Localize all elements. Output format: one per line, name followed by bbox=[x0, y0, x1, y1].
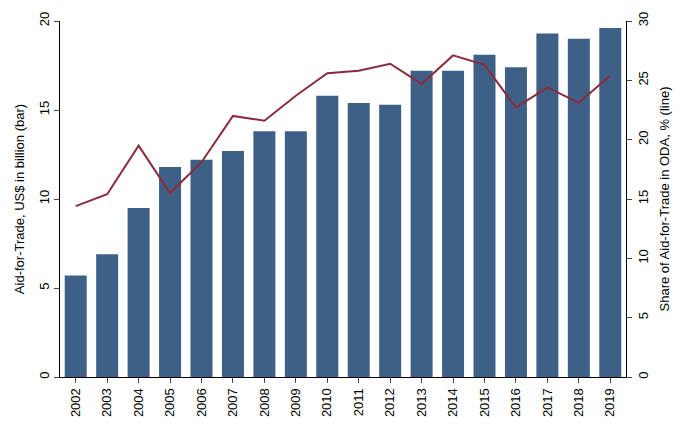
svg-text:2005: 2005 bbox=[162, 388, 177, 417]
svg-text:Share of Aid-for-Trade in ODA,: Share of Aid-for-Trade in ODA, % (line) bbox=[657, 87, 672, 312]
svg-text:2002: 2002 bbox=[68, 388, 83, 417]
svg-text:2019: 2019 bbox=[603, 388, 618, 417]
svg-text:5: 5 bbox=[37, 282, 52, 289]
svg-text:20: 20 bbox=[636, 130, 651, 144]
svg-text:2006: 2006 bbox=[194, 388, 209, 417]
svg-text:Aid-for-Trade, US$ in billion: Aid-for-Trade, US$ in billion (bar) bbox=[12, 104, 27, 294]
svg-text:2009: 2009 bbox=[288, 388, 303, 417]
svg-text:2008: 2008 bbox=[257, 388, 272, 417]
svg-text:2016: 2016 bbox=[508, 388, 523, 417]
svg-text:15: 15 bbox=[636, 190, 651, 204]
svg-text:0: 0 bbox=[636, 371, 651, 378]
svg-text:2013: 2013 bbox=[414, 388, 429, 417]
svg-text:2015: 2015 bbox=[477, 388, 492, 417]
svg-text:2004: 2004 bbox=[131, 388, 146, 417]
svg-text:2018: 2018 bbox=[571, 388, 586, 417]
svg-text:2012: 2012 bbox=[382, 388, 397, 417]
svg-text:10: 10 bbox=[37, 190, 52, 204]
svg-text:2014: 2014 bbox=[445, 388, 460, 417]
svg-text:15: 15 bbox=[37, 101, 52, 115]
svg-text:2003: 2003 bbox=[99, 388, 114, 417]
svg-text:2007: 2007 bbox=[225, 388, 240, 417]
svg-text:5: 5 bbox=[636, 312, 651, 319]
svg-text:10: 10 bbox=[636, 249, 651, 263]
svg-text:0: 0 bbox=[37, 371, 52, 378]
svg-text:20: 20 bbox=[37, 12, 52, 26]
svg-text:25: 25 bbox=[636, 71, 651, 85]
svg-text:2010: 2010 bbox=[320, 388, 335, 417]
svg-text:30: 30 bbox=[636, 12, 651, 26]
svg-text:2011: 2011 bbox=[351, 388, 366, 416]
svg-text:2017: 2017 bbox=[540, 388, 555, 417]
